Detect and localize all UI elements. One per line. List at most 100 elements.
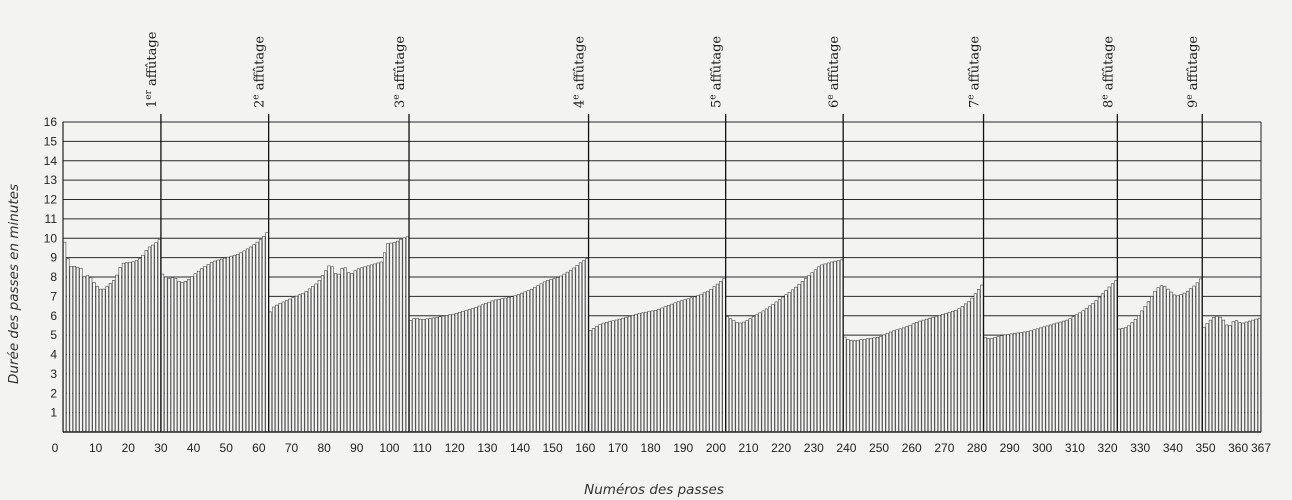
bar: [582, 260, 586, 433]
x-tick-label: 180: [641, 441, 661, 455]
y-tick-label: 8: [50, 270, 57, 284]
bar: [546, 280, 550, 433]
bar: [520, 292, 524, 433]
y-tick-label: 16: [44, 115, 58, 129]
bar: [1127, 325, 1131, 433]
sharpening-label: 6e affûtage: [826, 36, 842, 108]
bar: [1029, 330, 1033, 433]
bar: [1068, 318, 1072, 433]
bar: [271, 306, 276, 433]
bar: [1035, 328, 1039, 433]
bar: [1159, 285, 1163, 433]
bar: [598, 324, 602, 433]
y-tick-label: 7: [50, 289, 57, 303]
bar: [552, 278, 556, 433]
bar: [418, 318, 422, 433]
bar: [689, 297, 693, 433]
y-tick-label: 5: [50, 328, 57, 342]
bar: [121, 262, 125, 433]
bar: [294, 295, 298, 433]
bar: [1110, 283, 1115, 433]
bar: [1218, 316, 1222, 433]
bar: [118, 267, 122, 433]
bar: [484, 303, 488, 433]
bar: [993, 337, 997, 433]
bar: [85, 275, 90, 433]
bar: [1202, 327, 1206, 433]
bar: [604, 322, 609, 433]
bar: [428, 318, 432, 433]
bar: [588, 330, 592, 433]
x-tick-label: 320: [1098, 441, 1118, 455]
bar: [1156, 287, 1160, 433]
bar: [281, 301, 285, 433]
bar: [709, 288, 713, 433]
bar: [327, 265, 331, 433]
bar: [415, 317, 419, 433]
bar: [1215, 315, 1219, 433]
bar: [141, 254, 145, 433]
bar: [742, 321, 746, 433]
bar: [944, 313, 948, 433]
bar: [268, 311, 272, 433]
bar: [1163, 285, 1167, 433]
bar: [477, 305, 481, 433]
bar: [973, 293, 977, 433]
bar: [285, 300, 289, 433]
bar: [849, 340, 853, 433]
bar: [304, 291, 308, 433]
x-tick-label: 70: [285, 441, 299, 455]
bar: [924, 318, 928, 433]
bar: [836, 260, 840, 433]
bar: [777, 299, 782, 433]
bar: [797, 283, 801, 433]
bar: [1071, 316, 1075, 433]
bar: [960, 306, 964, 433]
bar: [804, 278, 808, 433]
bar: [474, 307, 478, 433]
bar: [693, 296, 697, 433]
bar: [1120, 328, 1124, 433]
bar: [409, 320, 413, 433]
bar: [183, 281, 187, 433]
bar: [1019, 332, 1023, 433]
bar: [177, 281, 181, 433]
x-tick-label: 80: [317, 441, 331, 455]
bar: [683, 299, 687, 433]
bar: [928, 317, 932, 433]
bar: [1065, 319, 1069, 433]
x-tick-label: 160: [575, 441, 595, 455]
bar: [1032, 329, 1036, 433]
bar: [820, 264, 824, 433]
bar: [373, 263, 377, 433]
bar: [539, 283, 543, 433]
bar: [569, 269, 573, 433]
x-tick-label: 200: [706, 441, 726, 455]
bar: [1254, 318, 1258, 433]
bar: [676, 301, 680, 433]
bar: [382, 252, 387, 433]
bar: [1185, 290, 1190, 433]
y-tick-label: 3: [50, 367, 57, 381]
bar: [823, 263, 827, 433]
bar: [497, 299, 501, 433]
bar: [983, 337, 987, 433]
bar: [125, 262, 129, 433]
bar: [255, 241, 259, 433]
bar: [895, 329, 899, 433]
bar: [490, 300, 494, 433]
bar: [376, 262, 380, 433]
bar: [98, 288, 103, 433]
x-tick-label: 10: [89, 441, 103, 455]
bar: [1088, 305, 1092, 433]
bar: [869, 337, 873, 433]
bar: [748, 318, 752, 433]
bar: [138, 258, 142, 433]
bar: [187, 279, 191, 433]
bar: [1081, 310, 1085, 433]
bar: [771, 304, 775, 433]
bar: [1238, 322, 1242, 433]
bar: [1107, 286, 1111, 433]
x-tick-label: 190: [673, 441, 693, 455]
bar: [441, 315, 445, 433]
